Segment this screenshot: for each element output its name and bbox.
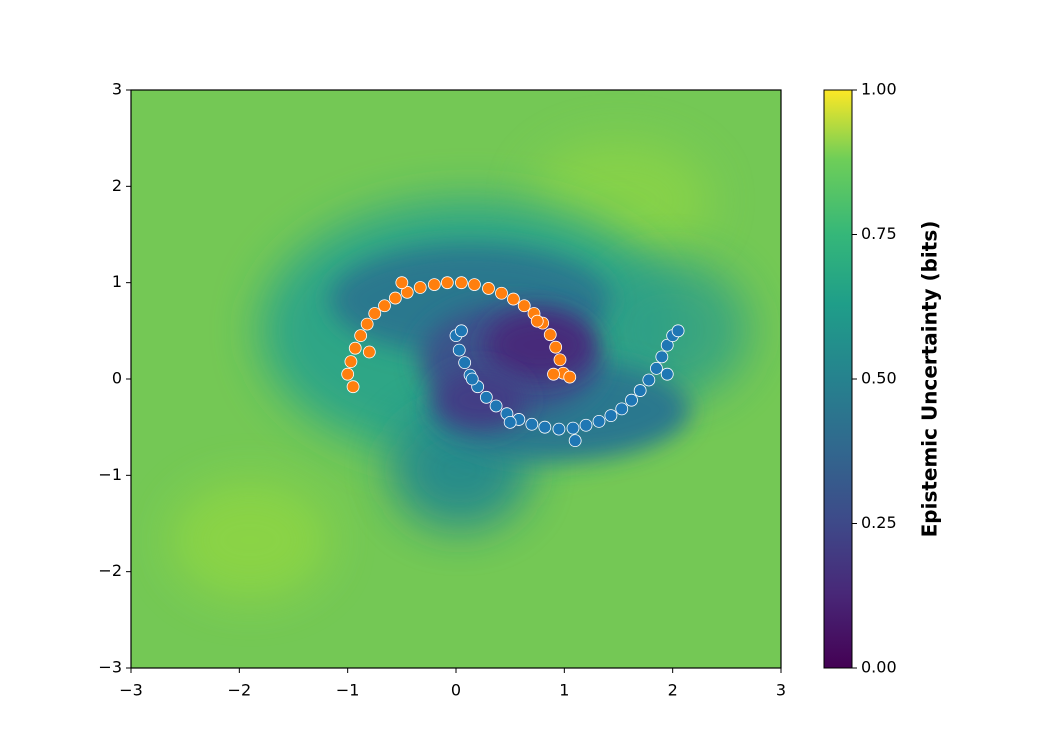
point [378, 299, 391, 313]
colorbar-tick-label: 0.25 [861, 513, 897, 532]
colorbar-tick-label: 0.75 [861, 224, 897, 243]
point [427, 278, 441, 291]
point [400, 285, 414, 299]
colorbar [823, 89, 853, 669]
colorbar-tick-label: 1.00 [861, 80, 897, 99]
point [660, 338, 674, 352]
point [615, 402, 629, 416]
point [344, 355, 358, 369]
x-tick-label: 0 [451, 681, 461, 700]
y-tick-label: 3 [112, 80, 122, 99]
point [525, 417, 539, 431]
point [655, 350, 669, 364]
point [671, 324, 685, 338]
x-tick-label: −1 [336, 681, 360, 700]
point [354, 329, 368, 343]
colorbar-label: Epistemic Uncertainty (bits) [918, 221, 942, 538]
x-tick-label: −3 [119, 681, 143, 700]
point [543, 328, 557, 342]
point [563, 370, 577, 384]
point [360, 317, 374, 331]
point [455, 276, 468, 290]
y-tick-label: −1 [98, 465, 122, 484]
point [465, 372, 479, 386]
point [579, 418, 593, 432]
point [660, 367, 674, 381]
point [458, 356, 472, 370]
x-tick-label: 3 [776, 681, 786, 700]
y-tick-label: 2 [112, 176, 122, 195]
point [517, 299, 531, 313]
point [413, 281, 427, 294]
y-tick-label: −3 [98, 658, 122, 677]
point [395, 276, 409, 290]
x-tick-label: −2 [228, 681, 252, 700]
point [440, 276, 454, 290]
point [479, 390, 493, 404]
point [368, 307, 382, 320]
point [388, 291, 402, 305]
colorbar-tick-label: 0.50 [861, 369, 897, 388]
point [625, 393, 638, 407]
point [507, 292, 520, 306]
point [362, 345, 376, 359]
y-tick-label: −2 [98, 561, 122, 580]
point [468, 278, 481, 291]
y-tick-label: 1 [112, 272, 122, 291]
point [341, 367, 355, 381]
point [604, 409, 618, 423]
y-tick-label: 0 [112, 369, 122, 388]
point [348, 341, 362, 355]
point [592, 414, 606, 428]
colorbar-tick-label: 0.00 [861, 658, 897, 677]
point [650, 362, 663, 375]
point [538, 420, 552, 434]
point [568, 434, 582, 448]
point [455, 324, 468, 338]
x-tick-label: 1 [559, 681, 569, 700]
point [633, 384, 647, 397]
point [503, 415, 517, 429]
point [553, 353, 567, 367]
point [495, 286, 508, 300]
uncertainty-field [131, 90, 781, 668]
point [552, 422, 566, 436]
point [346, 380, 360, 394]
point [547, 367, 560, 381]
point [530, 314, 544, 328]
point [482, 282, 495, 295]
point [452, 343, 466, 357]
x-tick-label: 2 [668, 681, 678, 700]
point [642, 373, 656, 387]
point [549, 340, 563, 354]
point [566, 421, 580, 435]
point [489, 399, 503, 413]
